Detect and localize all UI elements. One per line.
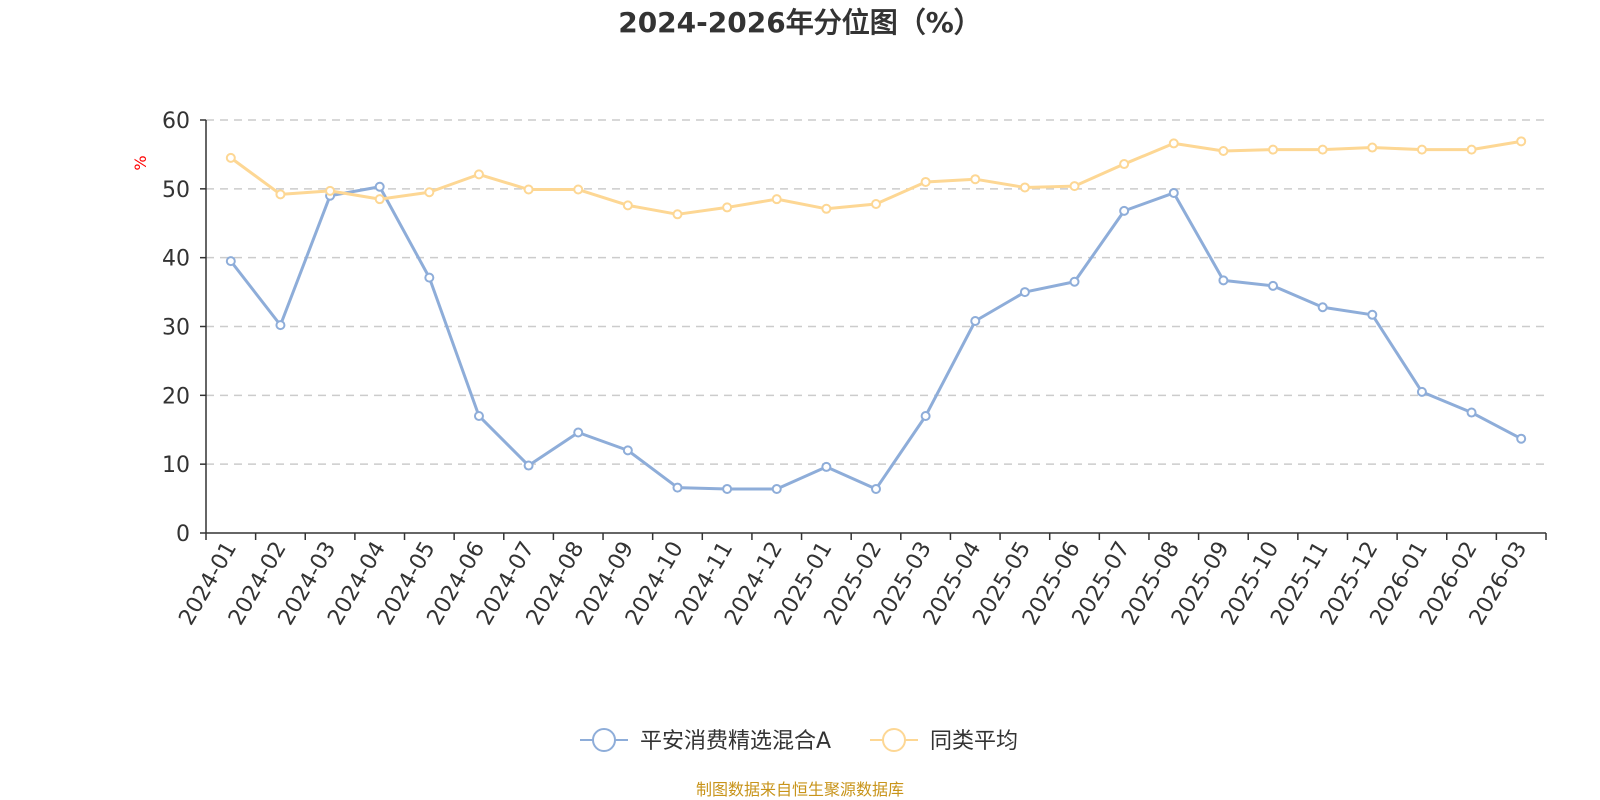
data-point[interactable] (1367, 309, 1378, 320)
series-layer (225, 136, 1527, 494)
data-point[interactable] (1317, 302, 1328, 313)
data-point[interactable] (523, 184, 534, 195)
y-tick-label: 60 (162, 109, 190, 134)
data-point[interactable] (225, 152, 236, 163)
legend-item-series-a[interactable]: 平安消费精选混合A (580, 728, 831, 754)
data-point[interactable] (1317, 144, 1328, 155)
data-point[interactable] (275, 189, 286, 200)
data-point[interactable] (1516, 136, 1527, 147)
data-point[interactable] (1218, 275, 1229, 286)
data-point[interactable] (871, 483, 881, 494)
data-point[interactable] (1069, 276, 1080, 287)
data-point[interactable] (573, 427, 584, 438)
data-point[interactable] (722, 483, 733, 494)
data-point[interactable] (1019, 287, 1030, 298)
data-point[interactable] (672, 209, 683, 220)
legend-item-series-b[interactable]: 同类平均 (870, 728, 1018, 754)
data-point[interactable] (1268, 144, 1279, 155)
data-point[interactable] (871, 198, 881, 209)
data-point[interactable] (1119, 205, 1130, 216)
data-point[interactable] (622, 200, 633, 211)
series-line (229, 185, 1522, 491)
legend-label-series-b: 同类平均 (930, 729, 1018, 754)
legend-label-series-a: 平安消费精选混合A (640, 729, 831, 754)
data-point[interactable] (523, 460, 534, 471)
y-tick-label: 10 (162, 453, 190, 478)
data-point[interactable] (275, 320, 286, 331)
y-tick-label: 0 (176, 522, 190, 547)
data-point[interactable] (1119, 159, 1130, 170)
data-point[interactable] (970, 174, 981, 185)
data-point[interactable] (1466, 144, 1477, 155)
data-point[interactable] (573, 184, 584, 195)
data-point[interactable] (1466, 407, 1477, 418)
data-point[interactable] (473, 169, 484, 180)
data-point[interactable] (1218, 145, 1229, 156)
series-a (225, 181, 1527, 494)
data-point[interactable] (1069, 181, 1080, 192)
data-point[interactable] (374, 181, 385, 192)
data-point[interactable] (473, 410, 484, 421)
data-point[interactable] (970, 315, 981, 326)
grid (206, 119, 1546, 465)
data-point[interactable] (325, 185, 336, 196)
data-point[interactable] (424, 272, 435, 283)
data-point[interactable] (1416, 144, 1427, 155)
legend-marker-series-a (592, 728, 616, 752)
data-point[interactable] (1367, 142, 1378, 153)
legend-marker-series-b (882, 728, 906, 752)
source-note: 制图数据来自恒生聚源数据库 (696, 780, 904, 799)
data-point[interactable] (672, 482, 683, 493)
y-tick-label: 50 (162, 178, 190, 203)
data-point[interactable] (920, 410, 931, 421)
chart-title: 2024-2026年分位图（%） (618, 6, 982, 39)
data-point[interactable] (374, 194, 385, 205)
data-point[interactable] (771, 194, 782, 205)
data-point[interactable] (821, 203, 832, 214)
y-tick-label: 30 (162, 316, 190, 341)
y-tick-label: 20 (162, 384, 190, 409)
y-tick-label: 40 (162, 247, 190, 272)
data-point[interactable] (722, 202, 733, 213)
data-point[interactable] (821, 461, 832, 472)
data-point[interactable] (1168, 138, 1179, 149)
data-point[interactable] (1268, 280, 1279, 291)
data-point[interactable] (424, 187, 435, 198)
data-point[interactable] (771, 483, 782, 494)
data-point[interactable] (1019, 182, 1030, 193)
data-point[interactable] (920, 176, 931, 187)
series-b (225, 136, 1527, 220)
data-point[interactable] (1516, 433, 1527, 444)
y-axis-unit: % (131, 155, 150, 170)
legend: 平安消费精选混合A 同类平均 (580, 728, 1018, 754)
data-point[interactable] (225, 256, 236, 267)
data-point[interactable] (622, 445, 633, 456)
data-point[interactable] (1416, 386, 1427, 397)
data-point[interactable] (1168, 187, 1179, 198)
